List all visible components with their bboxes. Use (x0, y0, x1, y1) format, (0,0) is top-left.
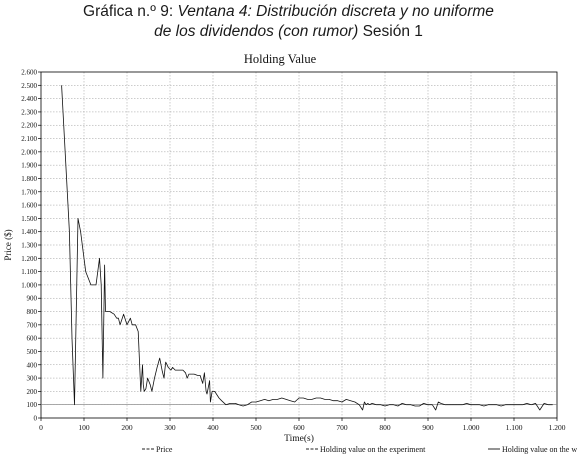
y-tick-label: 1.400 (21, 228, 37, 236)
figure-caption-line-2: de los dividendos (con rumor) Sesión 1 (0, 22, 577, 42)
y-axis-label: Price ($) (3, 229, 13, 260)
y-tick-label: 2.400 (21, 95, 37, 103)
x-tick-label: 0 (39, 423, 43, 432)
y-tick-label: 1.500 (21, 215, 37, 223)
y-tick-label: 2.100 (21, 135, 37, 143)
caption-italic-2: de los dividendos (con rumor) (154, 23, 359, 40)
y-tick-label: 500 (27, 348, 38, 356)
x-tick-label: 700 (336, 423, 348, 432)
x-axis: 0 100 200 300 400 500 600 700 800 900 1.000 1.100 1.… (39, 418, 566, 432)
x-tick-label: 600 (293, 423, 305, 432)
y-tick-label: 2.000 (21, 148, 37, 156)
y-tick-label: 900 (27, 295, 38, 303)
caption-suffix: Sesión 1 (358, 23, 423, 40)
y-tick-label: 1.800 (21, 175, 37, 183)
y-tick-label: 400 (27, 361, 38, 369)
y-tick-label: 2.500 (21, 82, 37, 90)
x-tick-label: 900 (422, 423, 434, 432)
figure-caption: Gráfica n.º 9: Ventana 4: Distribución d… (0, 2, 577, 42)
legend-label: Holding value on the window (502, 445, 577, 454)
x-tick-label: 1.100 (506, 423, 523, 432)
y-tick-label: 1.000 (21, 281, 37, 289)
y-axis: 0 100 200 300 400 500 600 700 800 900 1.000 1.100 1.… (21, 69, 41, 423)
x-tick-label: 1.000 (463, 423, 480, 432)
y-tick-label: 200 (27, 388, 38, 396)
legend-label: Price (156, 445, 173, 454)
x-tick-label: 200 (121, 423, 133, 432)
y-tick-label: 1.600 (21, 202, 37, 210)
caption-italic-1: Ventana 4: Distribución discreta y no un… (177, 3, 494, 20)
y-tick-label: 800 (27, 308, 38, 316)
x-tick-label: 1.200 (549, 423, 566, 432)
y-tick-label: 2.200 (21, 122, 37, 130)
caption-prefix: Gráfica n.º 9: (83, 3, 178, 20)
y-tick-label: 1.300 (21, 242, 37, 250)
y-tick-label: 300 (27, 375, 38, 383)
series-line (61, 85, 553, 411)
legend: Price Holding value on the experiment Hold… (142, 445, 577, 454)
x-axis-label: Time(s) (284, 433, 314, 444)
chart-title: Holding Value (244, 52, 317, 66)
x-tick-label: 100 (78, 423, 90, 432)
x-tick-label: 300 (164, 423, 176, 432)
y-tick-label: 100 (27, 401, 38, 409)
y-tick-label: 700 (27, 321, 38, 329)
y-tick-label: 600 (27, 335, 38, 343)
x-tick-label: 400 (207, 423, 219, 432)
series-lines (41, 85, 557, 411)
y-tick-label: 0 (34, 415, 38, 423)
x-tick-label: 500 (250, 423, 262, 432)
y-tick-label: 1.900 (21, 162, 37, 170)
figure-caption-line-1: Gráfica n.º 9: Ventana 4: Distribución d… (0, 2, 577, 22)
grid-lines (41, 72, 557, 418)
y-tick-label: 2.600 (21, 69, 37, 77)
y-tick-label: 1.200 (21, 255, 37, 263)
y-tick-label: 1.700 (21, 188, 37, 196)
legend-label: Holding value on the experiment (320, 445, 426, 454)
y-tick-label: 1.100 (21, 268, 37, 276)
y-tick-label: 2.300 (21, 108, 37, 116)
x-tick-label: 800 (379, 423, 391, 432)
